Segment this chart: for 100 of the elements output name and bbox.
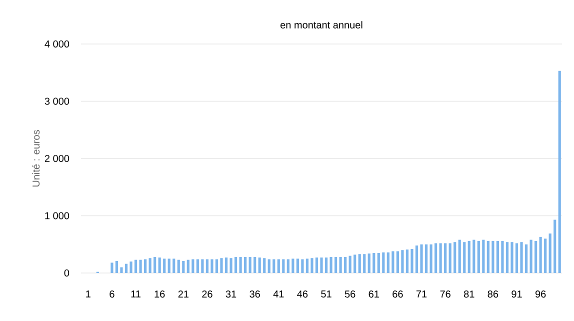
x-tick-label: 6 [110, 290, 114, 298]
bar [382, 252, 385, 273]
bar [344, 256, 347, 273]
bar [406, 250, 409, 273]
bar [320, 258, 323, 273]
bar [234, 256, 238, 273]
bar [248, 256, 252, 273]
y-tick-label: 4 000 [44, 40, 70, 48]
bar [277, 259, 280, 273]
bar [472, 240, 476, 273]
bar [282, 259, 285, 273]
bar [415, 246, 418, 273]
bar [463, 242, 466, 273]
bar [130, 262, 132, 273]
bar [154, 256, 156, 273]
x-tick-label: 76 [440, 290, 450, 298]
bar [410, 248, 414, 273]
bar [206, 259, 209, 273]
bar [334, 256, 338, 273]
bar [530, 240, 532, 273]
x-tick-label: 41 [273, 290, 284, 298]
chart-title: en montant annuel [280, 21, 362, 28]
bar [454, 242, 456, 273]
bar [448, 243, 452, 273]
bar [172, 258, 176, 273]
bar [377, 252, 380, 273]
bar [548, 233, 552, 273]
bar [424, 244, 428, 273]
bar [544, 238, 547, 273]
bar [263, 258, 266, 273]
bar [177, 260, 180, 273]
bar [492, 240, 494, 273]
x-tick-label: 56 [344, 290, 356, 298]
bar [330, 256, 332, 273]
bar [215, 259, 218, 273]
bar [534, 240, 538, 273]
bar [396, 251, 399, 273]
x-tick-label: 1 [86, 290, 90, 298]
y-tick-label: 2 000 [44, 154, 70, 162]
bar [182, 260, 185, 273]
bar [230, 258, 232, 273]
bar [201, 259, 204, 273]
bar [120, 267, 123, 273]
x-tick-label: 61 [368, 290, 379, 298]
y-tick-label: 3 000 [44, 98, 70, 105]
bar [434, 243, 438, 273]
bar [496, 240, 500, 273]
x-tick-label: 66 [392, 290, 403, 298]
bar [458, 240, 461, 273]
bar [363, 254, 366, 273]
bar [301, 259, 304, 273]
y-axis-title: Unité : euros [32, 130, 40, 187]
bar [468, 240, 470, 273]
bar [386, 252, 390, 273]
x-tick-label: 81 [464, 290, 474, 298]
bar [210, 259, 214, 273]
bar [158, 258, 161, 273]
bar [268, 259, 270, 273]
bar [401, 250, 404, 273]
bar [148, 258, 152, 273]
bar [144, 259, 147, 273]
bar [444, 243, 447, 273]
bar [486, 240, 490, 273]
bar [110, 262, 114, 273]
bar [306, 258, 309, 273]
bar [430, 244, 432, 273]
x-tick-label: 26 [202, 290, 212, 298]
bar [439, 243, 442, 273]
bar [539, 236, 542, 273]
x-tick-label: 31 [226, 290, 236, 298]
bar [354, 254, 356, 273]
bar [558, 70, 561, 273]
bar [372, 252, 376, 273]
bar [510, 242, 514, 273]
x-tick-label: 46 [297, 290, 308, 298]
x-tick-label: 91 [512, 290, 522, 298]
x-tick-label: 11 [131, 290, 140, 298]
bar [324, 258, 328, 273]
bar [515, 243, 518, 273]
bar [124, 264, 128, 273]
bar [192, 259, 194, 273]
bar [115, 260, 118, 273]
bar [368, 254, 370, 273]
bar [134, 260, 138, 273]
bar [296, 258, 299, 273]
bar [524, 244, 528, 273]
bar [482, 240, 485, 273]
bar [272, 259, 276, 273]
bar [348, 256, 352, 273]
bar [339, 256, 342, 273]
bar [196, 259, 199, 273]
bar [163, 258, 166, 273]
x-tick-label: 86 [488, 290, 498, 298]
bar [315, 258, 318, 273]
bar [310, 258, 314, 273]
bar [168, 258, 170, 273]
y-tick-label: 0 [64, 269, 70, 277]
bar [244, 256, 247, 273]
bar [477, 240, 480, 273]
bar [258, 258, 261, 273]
